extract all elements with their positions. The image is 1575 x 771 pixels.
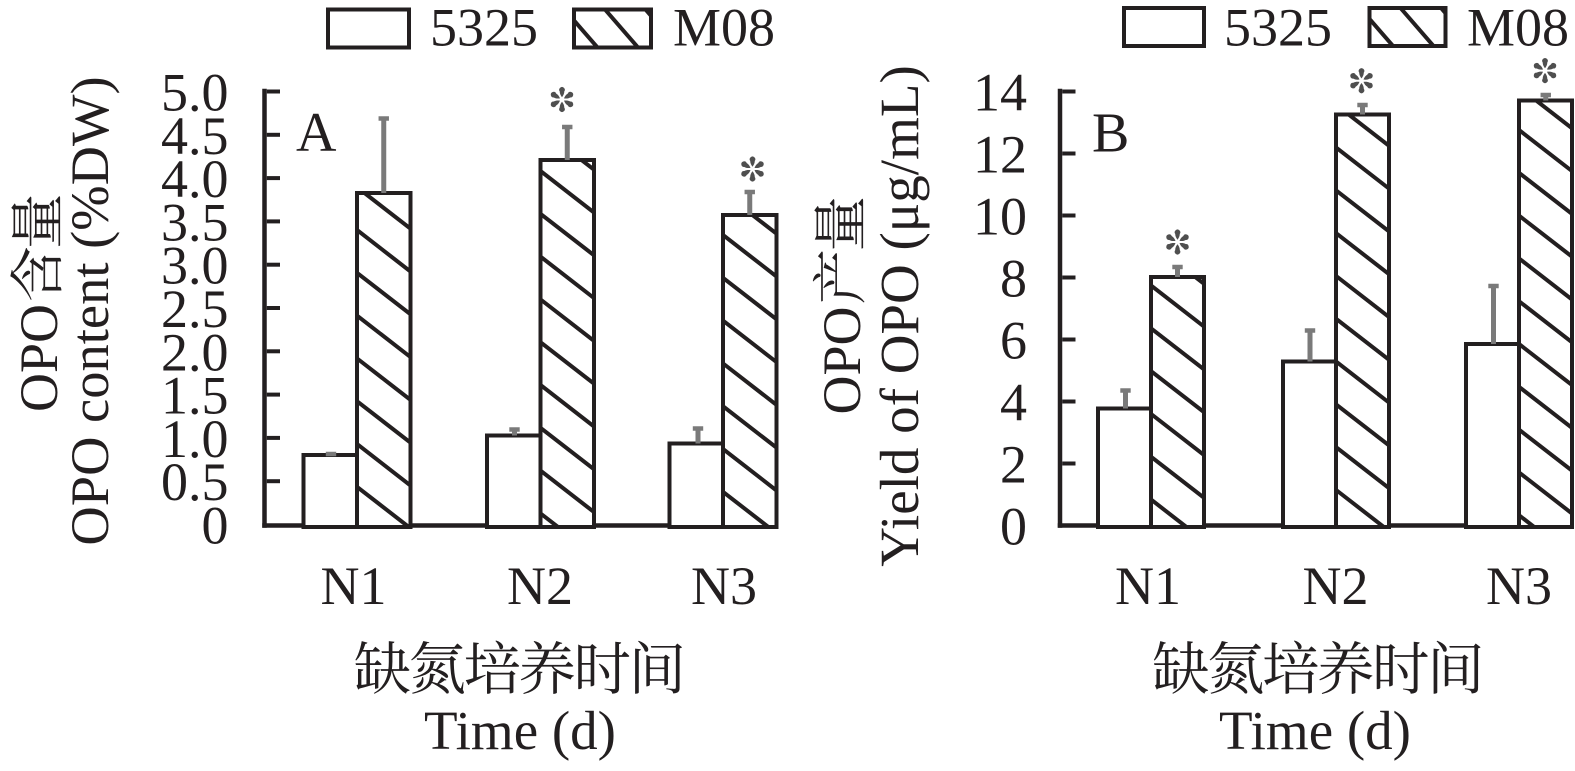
svg-text:B: B (1092, 103, 1129, 165)
svg-text:N3: N3 (691, 556, 757, 616)
svg-text:0.5: 0.5 (161, 452, 229, 512)
svg-text:Yield of OPO (μg/mL): Yield of OPO (μg/mL) (869, 65, 930, 567)
svg-text:4: 4 (1000, 373, 1027, 433)
svg-text:10: 10 (973, 187, 1027, 247)
svg-text:N1: N1 (321, 556, 387, 616)
svg-text:OPO: OPO (812, 306, 872, 414)
svg-text:0: 0 (202, 496, 229, 556)
svg-text:Time (d): Time (d) (1219, 700, 1411, 761)
svg-text:0: 0 (1000, 497, 1027, 557)
svg-text:OPO: OPO (9, 304, 69, 412)
svg-text:3.0: 3.0 (161, 236, 229, 296)
svg-text:A: A (296, 102, 337, 164)
svg-text:5325: 5325 (430, 0, 538, 58)
svg-text:5.0: 5.0 (161, 63, 229, 123)
svg-text:N2: N2 (1303, 556, 1369, 616)
svg-text:4.5: 4.5 (161, 106, 229, 166)
svg-text:3.5: 3.5 (161, 192, 229, 252)
svg-text:4.0: 4.0 (161, 149, 229, 209)
svg-text:M08: M08 (673, 0, 775, 58)
svg-text:2: 2 (1000, 435, 1027, 495)
svg-text:8: 8 (1000, 249, 1027, 309)
svg-text:N2: N2 (507, 556, 573, 616)
svg-text:Time (d): Time (d) (424, 700, 616, 761)
svg-text:1.0: 1.0 (161, 409, 229, 469)
svg-text:2.0: 2.0 (161, 322, 229, 382)
svg-text:1.5: 1.5 (161, 366, 229, 426)
svg-text:M08: M08 (1467, 0, 1569, 58)
svg-text:N3: N3 (1486, 556, 1552, 616)
svg-text:14: 14 (973, 63, 1027, 123)
svg-text:N1: N1 (1115, 556, 1181, 616)
svg-text:12: 12 (973, 125, 1027, 185)
svg-text:6: 6 (1000, 311, 1027, 371)
svg-text:5325: 5325 (1224, 0, 1332, 58)
svg-text:OPO content (%DW): OPO content (%DW) (59, 76, 120, 545)
svg-text:2.5: 2.5 (161, 279, 229, 339)
